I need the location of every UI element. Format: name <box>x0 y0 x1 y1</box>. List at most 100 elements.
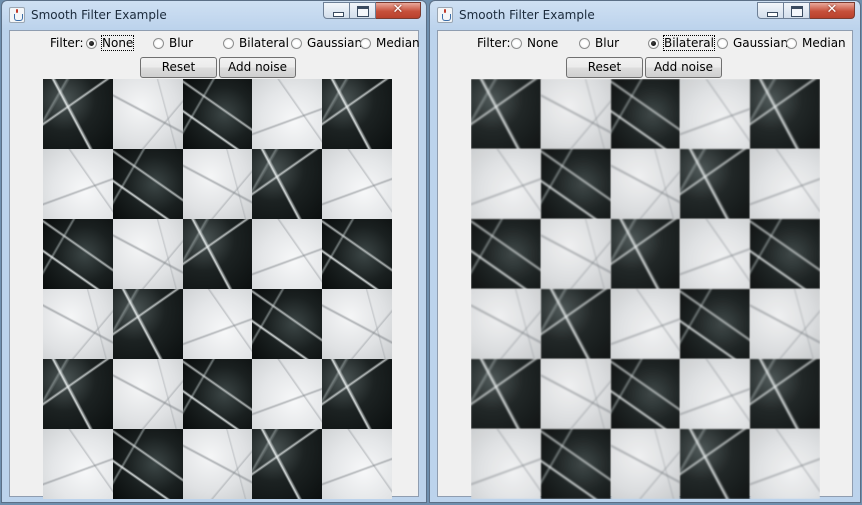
client-area: Filter: None Blur Bilateral Gaussian Med… <box>9 30 420 499</box>
radio-icon <box>153 37 164 49</box>
image-tile <box>610 429 681 499</box>
image-tile <box>43 359 113 429</box>
image-tile <box>540 289 611 359</box>
add-noise-button[interactable]: Add noise <box>645 57 722 78</box>
radio-icon <box>291 37 302 49</box>
image-tile <box>471 149 541 219</box>
image-tile <box>610 219 681 289</box>
filter-radio-group: Filter: None Blur Bilateral Gaussian Med… <box>438 35 852 51</box>
image-tile <box>680 429 751 499</box>
radio-icon <box>717 37 728 49</box>
radio-median[interactable]: Median <box>360 35 420 51</box>
image-tile <box>471 219 541 289</box>
filtered-marble-image <box>471 79 820 499</box>
image-tile <box>322 219 392 289</box>
image-tile <box>540 149 611 219</box>
image-tile <box>182 429 253 499</box>
image-tile <box>610 149 681 219</box>
radio-icon <box>786 37 797 49</box>
radio-selected-icon <box>86 37 97 49</box>
close-icon: ✕ <box>826 2 838 17</box>
reset-button[interactable]: Reset <box>140 57 217 78</box>
image-tile <box>43 289 113 359</box>
image-tile <box>112 289 183 359</box>
maximize-button[interactable] <box>350 2 376 19</box>
radio-bilateral[interactable]: Bilateral <box>223 35 289 51</box>
image-tile <box>112 79 183 149</box>
image-tile <box>680 359 751 429</box>
image-tile <box>322 359 392 429</box>
image-tile <box>750 79 820 149</box>
image-tile <box>252 79 323 149</box>
image-tile <box>471 359 541 429</box>
image-tile <box>252 149 323 219</box>
radio-label: Median <box>376 36 420 50</box>
window-left: Smooth Filter Example ✕ Filter: None Blu… <box>1 0 427 503</box>
close-icon: ✕ <box>392 2 404 17</box>
image-tile <box>112 359 183 429</box>
image-tile <box>750 359 820 429</box>
radio-label: Bilateral <box>239 36 289 50</box>
add-noise-button[interactable]: Add noise <box>219 57 296 78</box>
image-tile <box>322 149 392 219</box>
radio-median[interactable]: Median <box>786 35 846 51</box>
image-tile <box>680 289 751 359</box>
image-tile <box>750 219 820 289</box>
window-title: Smooth Filter Example <box>459 8 595 22</box>
radio-icon <box>511 37 522 49</box>
image-tile <box>182 79 253 149</box>
image-tile <box>112 149 183 219</box>
image-tile <box>322 289 392 359</box>
radio-gaussian[interactable]: Gaussian <box>291 35 362 51</box>
radio-label: Bilateral <box>663 35 715 51</box>
radio-label: Blur <box>595 36 620 50</box>
radio-none[interactable]: None <box>86 35 135 51</box>
radio-blur[interactable]: Blur <box>579 35 619 51</box>
image-tile <box>540 79 611 149</box>
image-tile <box>540 359 611 429</box>
image-tile <box>43 219 113 289</box>
reset-button[interactable]: Reset <box>566 57 643 78</box>
java-cup-icon[interactable] <box>437 7 453 23</box>
radio-label: Median <box>802 36 846 50</box>
filter-radio-group: Filter: None Blur Bilateral Gaussian Med… <box>10 35 420 51</box>
minimize-button[interactable] <box>757 2 784 19</box>
radio-label: None <box>527 36 559 50</box>
close-button[interactable]: ✕ <box>810 2 855 19</box>
image-tile <box>610 79 681 149</box>
radio-blur[interactable]: Blur <box>153 35 193 51</box>
radio-label: Gaussian <box>733 36 789 50</box>
radio-selected-icon <box>648 37 659 49</box>
image-tile <box>182 219 253 289</box>
title-bar[interactable]: Smooth Filter Example ✕ <box>2 1 426 31</box>
image-tile <box>252 289 323 359</box>
filter-label: Filter: <box>50 36 84 50</box>
image-tile <box>680 79 751 149</box>
java-cup-icon[interactable] <box>9 7 25 23</box>
image-tile <box>610 289 681 359</box>
image-tile <box>43 79 113 149</box>
radio-label: Blur <box>169 36 194 50</box>
maximize-button[interactable] <box>784 2 810 19</box>
radio-gaussian[interactable]: Gaussian <box>717 35 788 51</box>
close-button[interactable]: ✕ <box>376 2 421 19</box>
title-bar[interactable]: Smooth Filter Example ✕ <box>430 1 860 31</box>
image-tile <box>182 289 253 359</box>
minimize-button[interactable] <box>323 2 350 19</box>
radio-label: None <box>100 35 135 51</box>
radio-icon <box>223 37 234 49</box>
radio-label: Gaussian <box>307 36 363 50</box>
image-tile <box>680 219 751 289</box>
image-tile <box>750 149 820 219</box>
image-tile <box>750 429 820 499</box>
radio-none[interactable]: None <box>511 35 558 51</box>
radio-bilateral[interactable]: Bilateral <box>648 35 715 51</box>
window-right: Smooth Filter Example ✕ Filter: None Blu… <box>429 0 861 503</box>
image-tile <box>471 289 541 359</box>
image-tile <box>680 149 751 219</box>
image-tile <box>182 149 253 219</box>
image-tile <box>112 429 183 499</box>
client-area: Filter: None Blur Bilateral Gaussian Med… <box>437 30 853 499</box>
image-tile <box>322 79 392 149</box>
image-tile <box>252 219 323 289</box>
